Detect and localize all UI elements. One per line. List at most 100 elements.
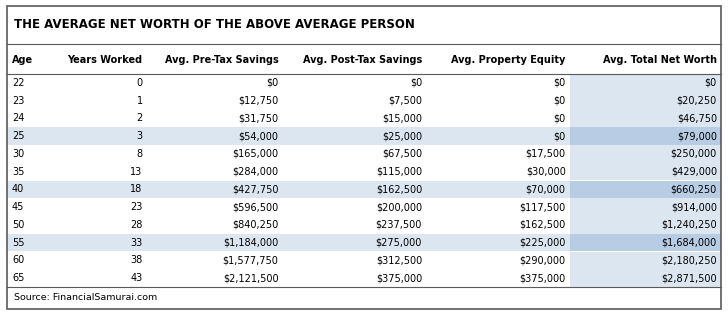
Text: Avg. Total Net Worth: Avg. Total Net Worth <box>603 55 717 65</box>
Text: $914,000: $914,000 <box>671 202 717 212</box>
Text: $0: $0 <box>553 78 566 88</box>
Bar <box>570 74 721 92</box>
Text: Avg. Post-Tax Savings: Avg. Post-Tax Savings <box>303 55 422 65</box>
Text: $225,000: $225,000 <box>519 238 566 248</box>
Bar <box>570 181 721 198</box>
Bar <box>7 269 570 287</box>
Text: $1,184,000: $1,184,000 <box>223 238 279 248</box>
Text: $200,000: $200,000 <box>376 202 422 212</box>
Bar <box>570 252 721 269</box>
Bar <box>7 252 570 269</box>
Text: Years Worked: Years Worked <box>68 55 143 65</box>
Bar <box>7 74 570 92</box>
Text: $2,180,250: $2,180,250 <box>661 255 717 265</box>
Text: $429,000: $429,000 <box>671 167 717 176</box>
Bar <box>570 269 721 287</box>
Text: $0: $0 <box>553 113 566 123</box>
Text: $0: $0 <box>553 131 566 141</box>
Text: 1: 1 <box>137 96 143 106</box>
Text: 22: 22 <box>12 78 25 88</box>
Text: $30,000: $30,000 <box>526 167 566 176</box>
Text: $7,500: $7,500 <box>388 96 422 106</box>
Text: $46,750: $46,750 <box>677 113 717 123</box>
Text: 50: 50 <box>12 220 24 230</box>
Bar <box>570 145 721 163</box>
Text: $284,000: $284,000 <box>232 167 279 176</box>
Text: $79,000: $79,000 <box>677 131 717 141</box>
Text: $0: $0 <box>266 78 279 88</box>
Text: $70,000: $70,000 <box>526 184 566 194</box>
Bar <box>7 287 721 309</box>
Bar <box>7 145 570 163</box>
Text: 40: 40 <box>12 184 24 194</box>
Text: $165,000: $165,000 <box>232 149 279 159</box>
Text: $25,000: $25,000 <box>382 131 422 141</box>
Bar <box>7 44 721 74</box>
Text: $312,500: $312,500 <box>376 255 422 265</box>
Bar <box>570 92 721 110</box>
Text: $375,000: $375,000 <box>376 273 422 283</box>
Text: 25: 25 <box>12 131 25 141</box>
Text: Age: Age <box>12 55 33 65</box>
Bar <box>570 234 721 252</box>
Text: $31,750: $31,750 <box>238 113 279 123</box>
Text: $596,500: $596,500 <box>232 202 279 212</box>
Text: 24: 24 <box>12 113 24 123</box>
Text: $117,500: $117,500 <box>519 202 566 212</box>
Text: Source: FinancialSamurai.com: Source: FinancialSamurai.com <box>14 294 157 302</box>
Bar <box>7 198 570 216</box>
Text: Avg. Pre-Tax Savings: Avg. Pre-Tax Savings <box>165 55 279 65</box>
Text: $162,500: $162,500 <box>376 184 422 194</box>
Text: 23: 23 <box>12 96 24 106</box>
Text: $237,500: $237,500 <box>376 220 422 230</box>
Text: 28: 28 <box>130 220 143 230</box>
Text: 8: 8 <box>137 149 143 159</box>
Text: $12,750: $12,750 <box>238 96 279 106</box>
Text: $1,684,000: $1,684,000 <box>662 238 717 248</box>
Text: $375,000: $375,000 <box>519 273 566 283</box>
Bar <box>7 92 570 110</box>
Bar <box>7 110 570 127</box>
Text: 18: 18 <box>130 184 143 194</box>
Text: Avg. Property Equity: Avg. Property Equity <box>451 55 566 65</box>
Bar <box>570 216 721 234</box>
Text: 45: 45 <box>12 202 24 212</box>
Text: $20,250: $20,250 <box>677 96 717 106</box>
Text: 33: 33 <box>130 238 143 248</box>
Bar <box>7 181 570 198</box>
Text: $15,000: $15,000 <box>382 113 422 123</box>
Bar <box>7 6 721 44</box>
Text: 3: 3 <box>137 131 143 141</box>
Text: $1,577,750: $1,577,750 <box>223 255 279 265</box>
Text: 35: 35 <box>12 167 24 176</box>
Text: $67,500: $67,500 <box>382 149 422 159</box>
Text: 23: 23 <box>130 202 143 212</box>
Text: 30: 30 <box>12 149 24 159</box>
Bar <box>7 234 570 252</box>
Text: $0: $0 <box>553 96 566 106</box>
Text: $2,121,500: $2,121,500 <box>223 273 279 283</box>
Text: 38: 38 <box>130 255 143 265</box>
Text: $54,000: $54,000 <box>239 131 279 141</box>
Text: $840,250: $840,250 <box>232 220 279 230</box>
Text: 13: 13 <box>130 167 143 176</box>
Bar <box>7 216 570 234</box>
Text: 65: 65 <box>12 273 24 283</box>
Text: 55: 55 <box>12 238 25 248</box>
Text: THE AVERAGE NET WORTH OF THE ABOVE AVERAGE PERSON: THE AVERAGE NET WORTH OF THE ABOVE AVERA… <box>14 18 415 31</box>
Text: $115,000: $115,000 <box>376 167 422 176</box>
Text: 60: 60 <box>12 255 24 265</box>
Text: 0: 0 <box>137 78 143 88</box>
Text: $427,750: $427,750 <box>232 184 279 194</box>
Text: $250,000: $250,000 <box>670 149 717 159</box>
Text: $17,500: $17,500 <box>526 149 566 159</box>
Text: $162,500: $162,500 <box>519 220 566 230</box>
Text: $660,250: $660,250 <box>670 184 717 194</box>
Text: $1,240,250: $1,240,250 <box>661 220 717 230</box>
Bar <box>570 127 721 145</box>
Text: 43: 43 <box>130 273 143 283</box>
Text: $2,871,500: $2,871,500 <box>661 273 717 283</box>
Text: $290,000: $290,000 <box>520 255 566 265</box>
Text: $0: $0 <box>410 78 422 88</box>
Bar <box>570 110 721 127</box>
